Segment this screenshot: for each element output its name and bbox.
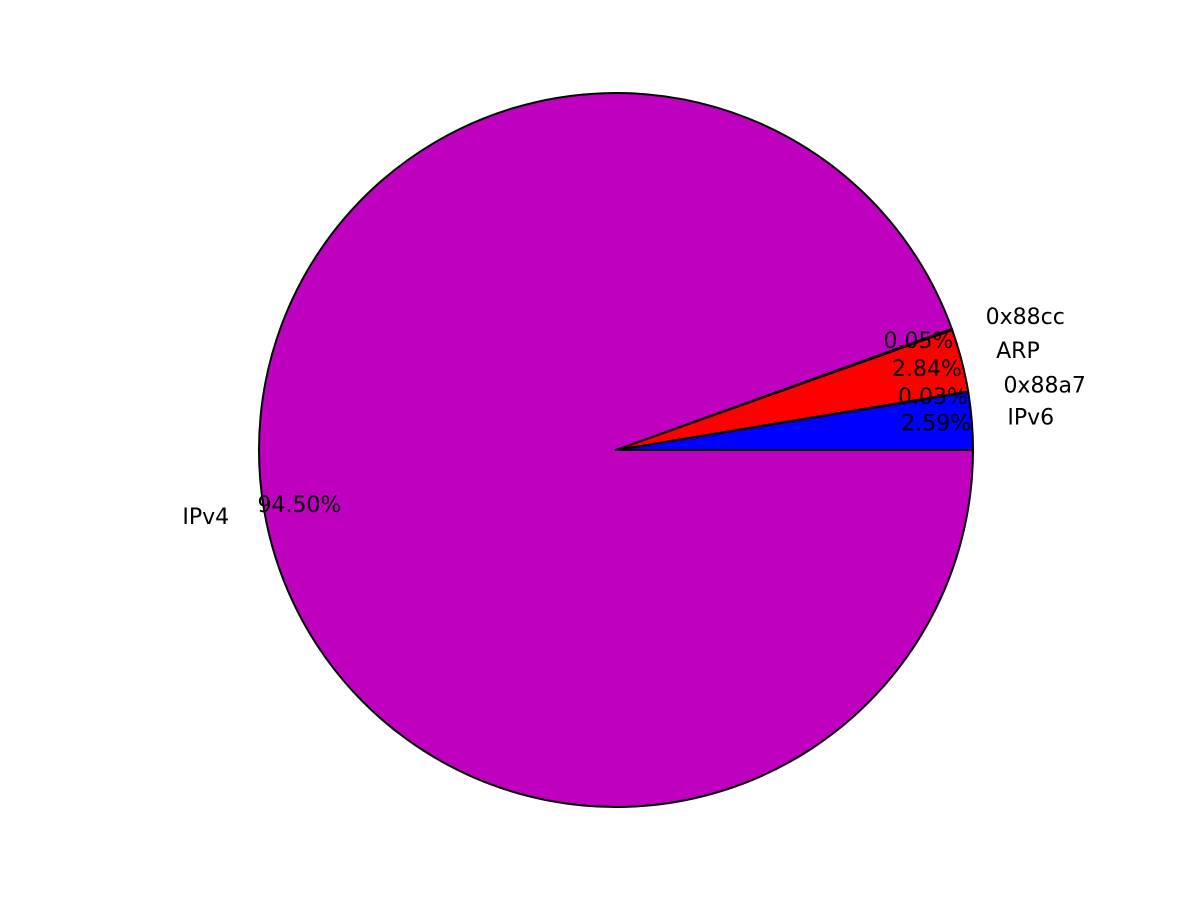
slice-label-ipv6: IPv6	[1007, 406, 1054, 431]
slice-label-0x88a7: 0x88a7	[1003, 374, 1086, 399]
slice-label-0x88cc: 0x88cc	[986, 305, 1065, 330]
pie-slices	[258, 92, 974, 808]
slice-percent-ipv4: 94.50%	[258, 493, 342, 518]
slice-percent-arp: 2.84%	[892, 357, 962, 382]
slice-percent-ipv6: 2.59%	[901, 411, 971, 436]
slice-label-ipv4: IPv4	[182, 505, 229, 530]
slice-label-arp: ARP	[996, 339, 1040, 364]
pie-labels: IPv6 2.59% 0x88a7 0.03% ARP 2.84% 0x88cc 0.05% I…	[182, 305, 1086, 530]
pie-slice-ipv4	[258, 92, 974, 808]
slice-percent-0x88cc: 0.05%	[883, 329, 953, 354]
slice-percent-0x88a7: 0.03%	[898, 385, 968, 410]
